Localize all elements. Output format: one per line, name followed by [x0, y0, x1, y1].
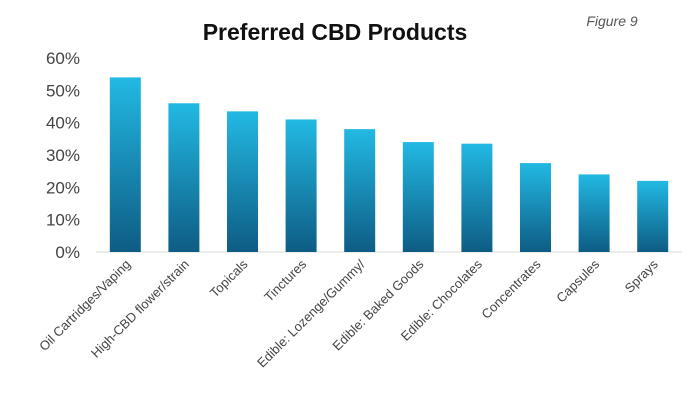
- x-tick-label: Sprays: [622, 256, 662, 296]
- x-tick-label: Tinctures: [261, 256, 309, 304]
- x-tick-label: High-CBD flower/strain: [88, 257, 192, 361]
- x-tick-label: Concentrates: [478, 256, 544, 322]
- bar-6: [402, 142, 434, 252]
- x-tick-label: Topicals: [207, 256, 251, 300]
- bar-8: [520, 163, 551, 252]
- chart-title: Preferred CBD Products: [203, 19, 468, 45]
- y-tick-label: 20%: [46, 178, 80, 197]
- y-tick-label: 50%: [46, 81, 80, 100]
- bar-5: [344, 129, 376, 252]
- bar-1: [109, 77, 141, 253]
- bar-10: [637, 180, 669, 252]
- y-tick-label: 0%: [55, 243, 80, 262]
- bar-2: [168, 103, 200, 253]
- bars: [109, 77, 669, 253]
- x-tick-label: Edible: Lozenge/Gummy/: [254, 256, 368, 370]
- bar-9: [578, 174, 610, 252]
- bar-4: [285, 119, 317, 252]
- y-tick-label: 30%: [46, 146, 80, 165]
- figure-label: Figure 9: [586, 13, 638, 29]
- bar-7: [461, 143, 493, 252]
- y-tick-label: 10%: [46, 211, 80, 230]
- bar-3: [227, 111, 258, 252]
- y-tick-label: 60%: [46, 49, 80, 68]
- x-tick-label: Capsules: [553, 256, 602, 305]
- y-tick-label: 40%: [46, 114, 80, 133]
